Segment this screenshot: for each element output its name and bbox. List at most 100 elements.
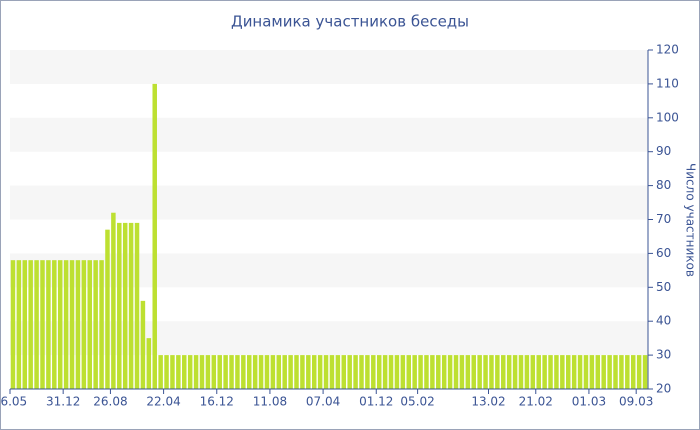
bar <box>69 260 75 389</box>
bar <box>158 355 163 389</box>
bar <box>347 355 352 389</box>
bar <box>57 260 63 389</box>
bar <box>388 355 394 389</box>
x-tick-label: 13.02 <box>471 395 505 409</box>
bar <box>359 355 364 389</box>
bar <box>311 355 317 389</box>
bar <box>636 355 642 389</box>
bar <box>341 355 347 389</box>
x-tick-label: 31.12 <box>46 395 80 409</box>
bar <box>217 355 222 389</box>
bar <box>335 355 341 389</box>
bar <box>424 355 429 389</box>
x-tick-label: 16.12 <box>200 395 234 409</box>
x-tick-label: 01.12 <box>359 395 393 409</box>
x-tick-label: 05.02 <box>400 395 434 409</box>
bar <box>317 355 323 389</box>
bar <box>329 355 335 389</box>
bar <box>548 355 553 389</box>
bar <box>276 355 282 389</box>
y-tick-label: 60 <box>656 246 671 260</box>
y-tick-label: 70 <box>656 212 671 226</box>
bar <box>554 355 559 389</box>
bar <box>241 355 246 389</box>
bar <box>371 355 376 389</box>
y-axis-label: Число участников <box>684 163 698 277</box>
bar <box>536 355 541 389</box>
grid-band <box>10 321 648 356</box>
x-tick-label: 22.04 <box>146 395 180 409</box>
bar <box>117 222 122 389</box>
bar <box>16 260 22 389</box>
bar <box>589 355 595 389</box>
bar <box>75 260 81 389</box>
bar <box>122 222 128 389</box>
bar <box>447 355 453 389</box>
bar <box>495 355 500 389</box>
bar <box>235 355 240 389</box>
x-tick-label: 11.08 <box>253 395 287 409</box>
x-tick-label: 26.08 <box>93 395 127 409</box>
bar <box>182 355 187 389</box>
bar <box>382 355 388 389</box>
bar <box>63 260 69 389</box>
bar <box>506 355 512 389</box>
bar <box>477 355 482 389</box>
bar <box>601 355 606 389</box>
bar <box>258 355 264 389</box>
bar <box>542 355 547 389</box>
bar <box>134 222 140 389</box>
bar <box>619 355 624 389</box>
bar <box>560 355 565 389</box>
bar <box>518 355 524 389</box>
bar <box>176 355 181 389</box>
bar <box>406 355 411 389</box>
bar <box>205 355 211 389</box>
x-tick-label: 01.03 <box>572 395 606 409</box>
bar <box>465 355 471 389</box>
bar <box>483 355 488 389</box>
bar <box>471 355 476 389</box>
bar <box>10 260 16 389</box>
bar <box>87 260 92 389</box>
bar <box>93 260 98 389</box>
bar <box>170 355 175 389</box>
y-tick-label: 40 <box>656 314 671 328</box>
bar <box>247 355 252 389</box>
bar <box>152 83 157 390</box>
bar <box>524 355 530 389</box>
x-tick-label: 09.03 <box>619 395 653 409</box>
bar <box>376 355 382 389</box>
bar <box>430 355 435 389</box>
bar <box>46 260 51 389</box>
grid-band <box>10 185 648 220</box>
bar <box>630 355 636 389</box>
bar <box>323 355 329 389</box>
bar <box>394 355 400 389</box>
bar <box>252 355 258 389</box>
bar <box>193 355 199 389</box>
bar <box>294 355 299 389</box>
bar <box>489 355 494 389</box>
bar <box>187 355 193 389</box>
bar <box>264 355 270 389</box>
bar <box>625 355 630 389</box>
bar <box>288 355 293 389</box>
bar <box>199 355 205 389</box>
bar <box>105 229 110 389</box>
bar <box>22 260 28 389</box>
bar <box>40 260 45 389</box>
bar <box>566 355 571 389</box>
bar <box>52 260 57 389</box>
y-tick-label: 110 <box>656 76 679 90</box>
bar <box>140 300 146 389</box>
bar <box>577 355 583 389</box>
bar <box>306 355 311 389</box>
bar <box>530 355 536 389</box>
grid-band <box>10 253 648 288</box>
bar <box>270 355 276 389</box>
bar <box>211 355 217 389</box>
y-tick-label: 120 <box>656 43 679 57</box>
bar <box>28 260 33 389</box>
